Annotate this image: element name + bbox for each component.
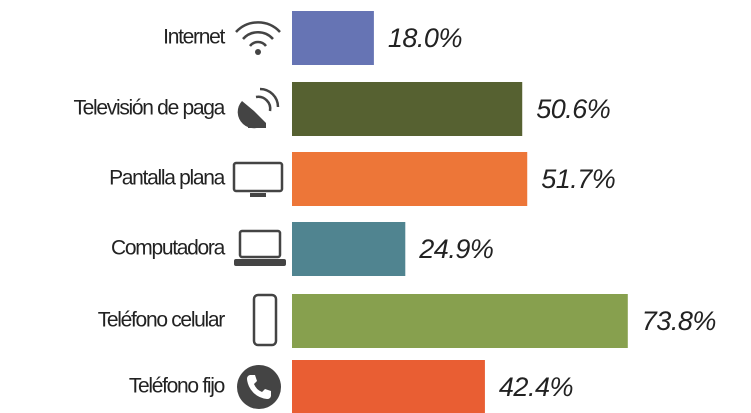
satellite-icon <box>237 87 280 129</box>
monitor-icon <box>232 161 284 197</box>
bar <box>292 222 406 276</box>
bar <box>292 294 628 348</box>
bar <box>292 11 374 65</box>
value-label: 24.9% <box>418 234 493 264</box>
category-label: Teléfono fijo <box>129 375 225 398</box>
value-label: 42.4% <box>499 372 573 402</box>
bar <box>292 360 485 413</box>
icons <box>232 21 286 409</box>
category-label: Teléfono celular <box>98 309 226 332</box>
telephone-icon <box>237 365 281 409</box>
category-label: Computadora <box>111 237 226 260</box>
value-label: 50.6% <box>536 94 610 124</box>
bar <box>292 152 528 206</box>
category-label: Internet <box>163 26 225 49</box>
laptop-icon <box>234 229 286 266</box>
value-label: 18.0% <box>388 23 462 53</box>
phone-icon <box>252 293 278 347</box>
value-label: 73.8% <box>642 306 716 336</box>
category-label: Pantalla plana <box>109 167 226 190</box>
bar <box>292 82 523 136</box>
wifi-icon <box>235 21 281 55</box>
value-label: 51.7% <box>541 164 615 194</box>
category-label: Televisión de paga <box>73 97 225 120</box>
